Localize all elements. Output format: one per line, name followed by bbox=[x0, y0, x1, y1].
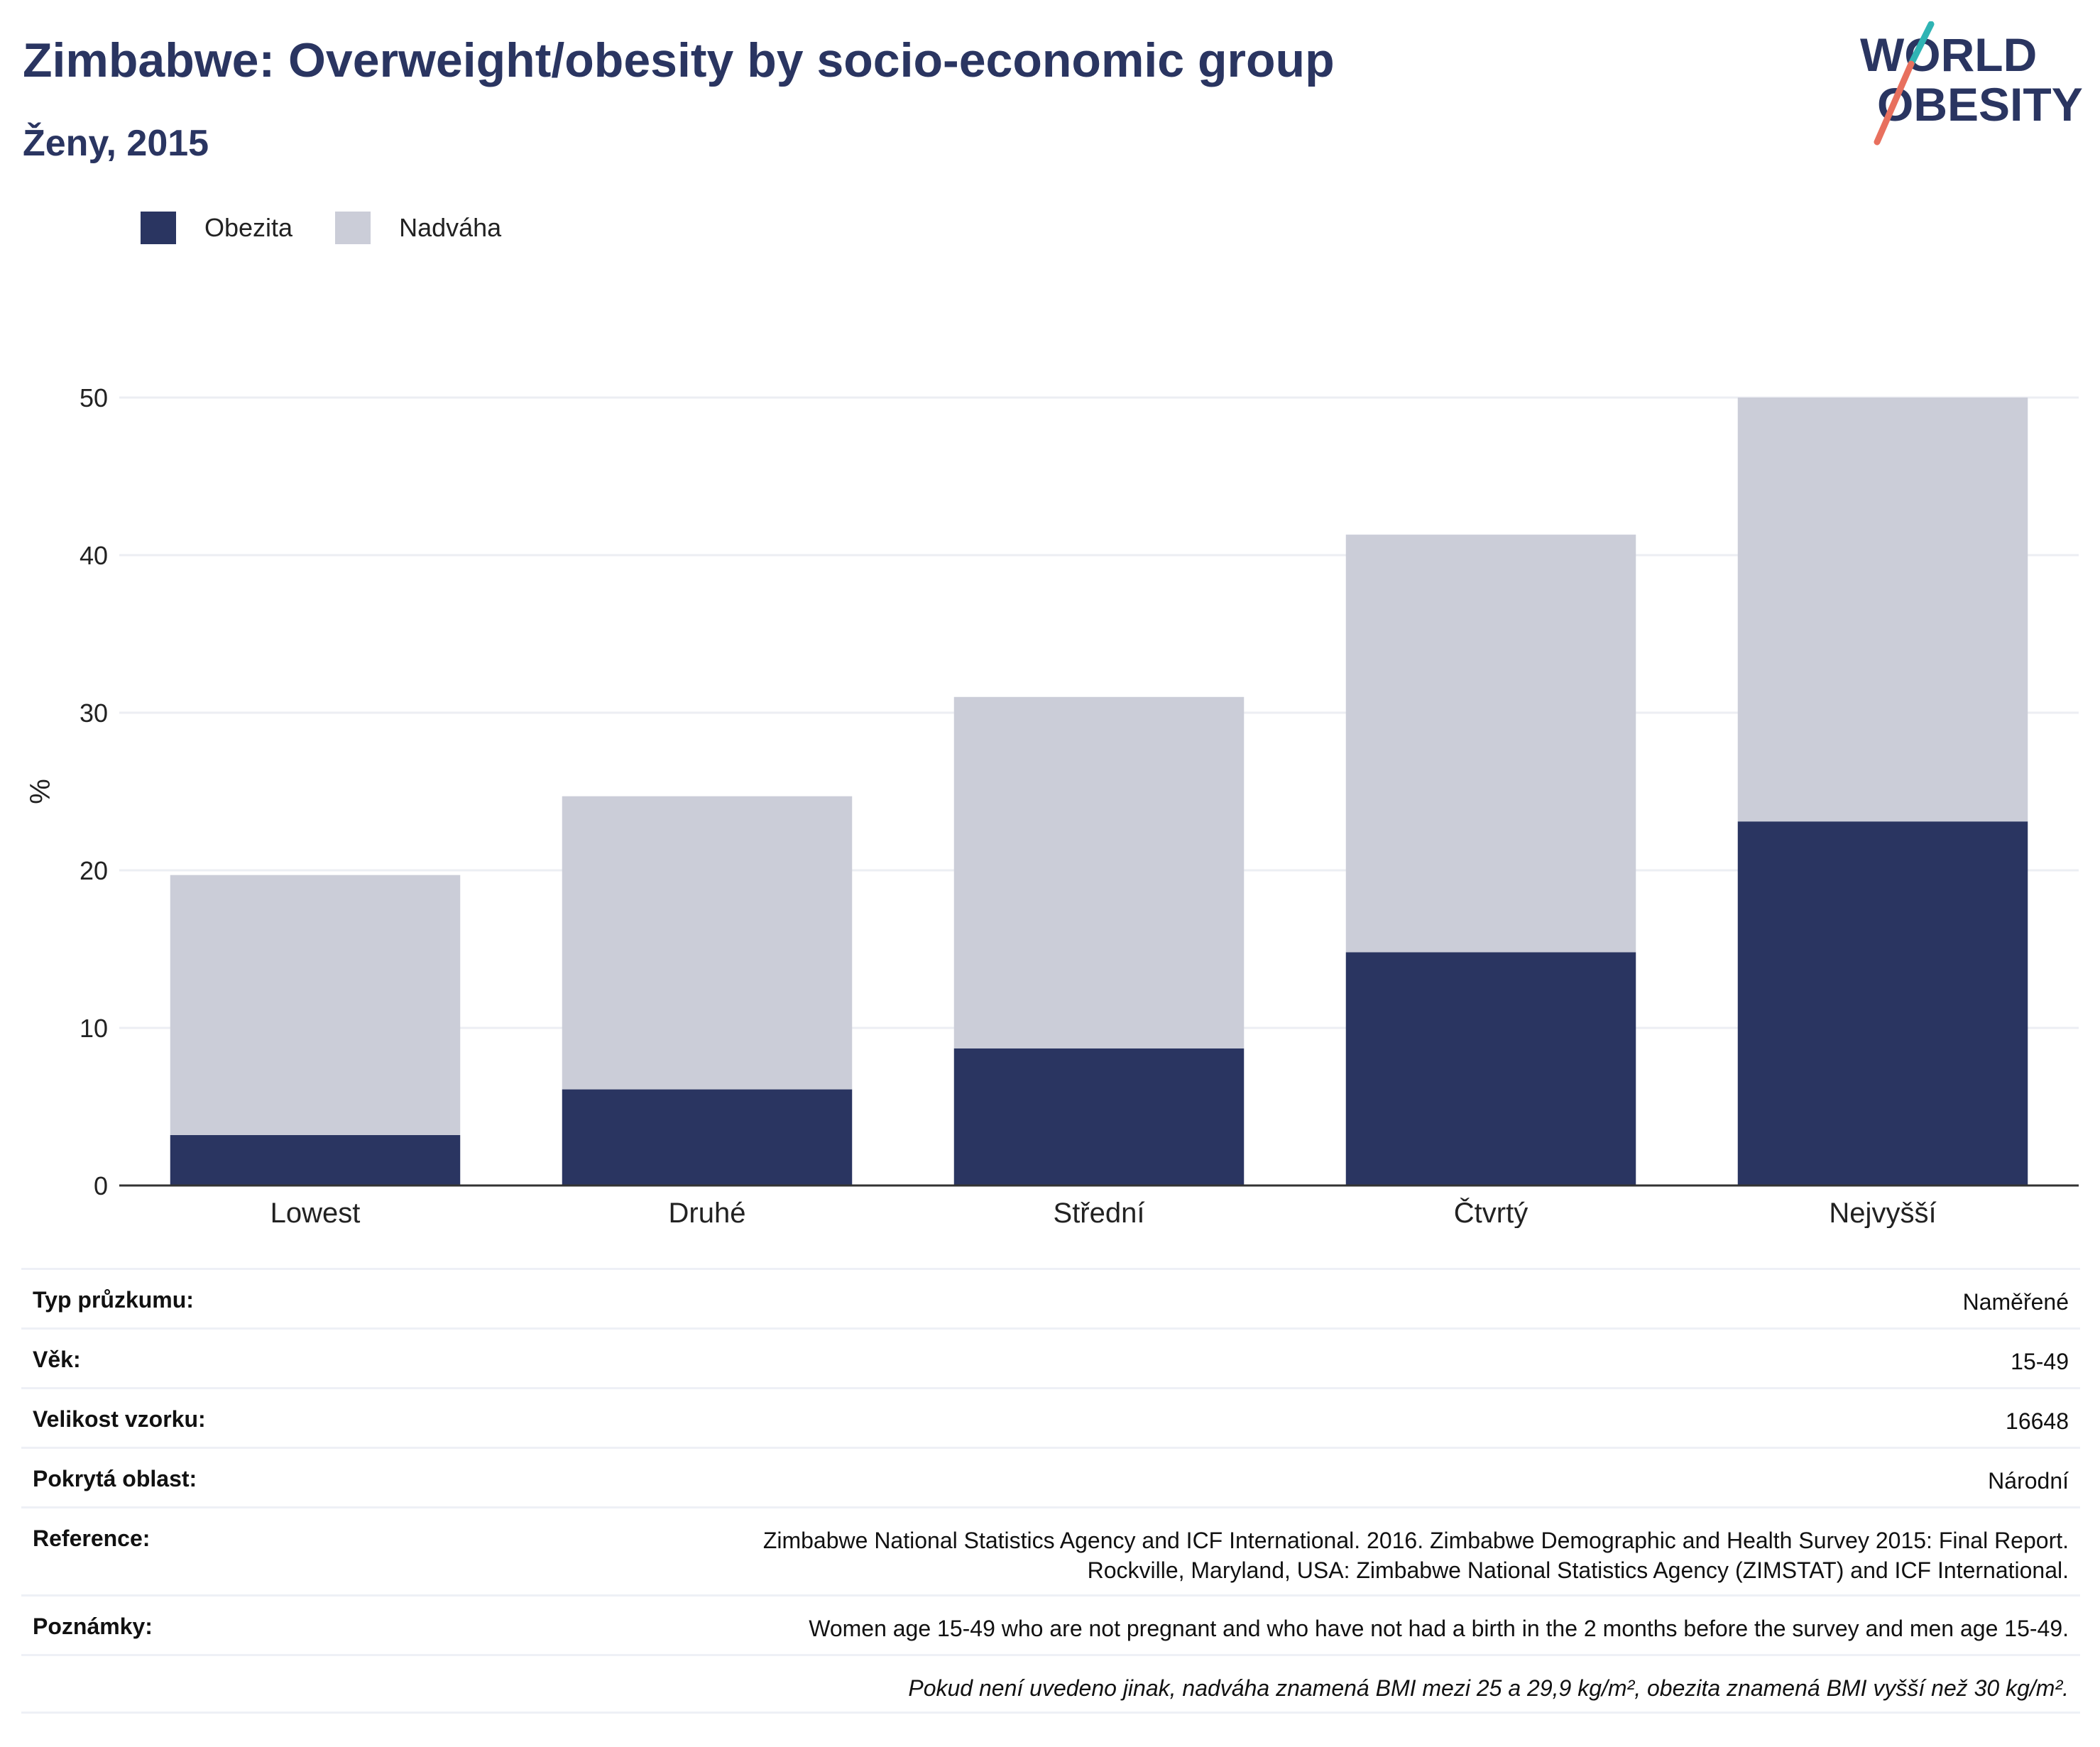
bar-nadvaha bbox=[170, 875, 461, 1135]
legend-label-nadvaha: Nadváha bbox=[399, 213, 502, 242]
info-label: Pokrytá oblast: bbox=[33, 1466, 197, 1491]
legend-label-obezita: Obezita bbox=[204, 213, 293, 242]
legend-item-obezita[interactable]: Obezita bbox=[141, 212, 292, 244]
info-row-notes: Poznámky: Women age 15-49 who are not pr… bbox=[21, 1594, 2080, 1654]
legend-swatch-obezita bbox=[141, 212, 176, 244]
bar-nadvaha bbox=[953, 696, 1245, 1048]
bmi-footnote: Pokud není uvedeno jinak, nadváha znamen… bbox=[908, 1675, 2069, 1701]
info-value: 16648 bbox=[2006, 1408, 2069, 1434]
info-row-coverage: Pokrytá oblast: Národní bbox=[21, 1447, 2080, 1506]
y-tick-label: 30 bbox=[80, 699, 108, 728]
info-row-reference: Reference: Zimbabwe National Statistics … bbox=[21, 1506, 2080, 1594]
info-table: Typ průzkumu: Naměřené Věk: 15-49 Veliko… bbox=[21, 1268, 2080, 1714]
info-value: 15-49 bbox=[2011, 1349, 2069, 1374]
bar-nadvaha bbox=[562, 796, 853, 1090]
info-row-footnote: Pokud není uvedeno jinak, nadváha znamen… bbox=[21, 1654, 2080, 1714]
info-row-survey-type: Typ průzkumu: Naměřené bbox=[21, 1268, 2080, 1327]
bar-obezita bbox=[1345, 952, 1636, 1185]
info-label: Typ průzkumu: bbox=[33, 1287, 194, 1313]
info-value: Women age 15-49 who are not pregnant and… bbox=[809, 1616, 2069, 1641]
info-value: Naměřené bbox=[1962, 1289, 2069, 1315]
y-tick-label: 40 bbox=[80, 541, 108, 570]
info-value: Zimbabwe National Statistics Agency and … bbox=[763, 1526, 2069, 1594]
reference-line-2: Rockville, Maryland, USA: Zimbabwe Natio… bbox=[1087, 1557, 2069, 1583]
y-tick-label: 10 bbox=[80, 1014, 108, 1043]
bar-obezita bbox=[562, 1089, 853, 1185]
bar-obezita bbox=[170, 1134, 461, 1185]
logo-text-obesity: OBESITY bbox=[1877, 78, 2083, 131]
info-label: Věk: bbox=[33, 1347, 81, 1372]
info-label: Velikost vzorku: bbox=[33, 1406, 206, 1432]
info-value: Národní bbox=[1988, 1468, 2069, 1494]
logo-text-world: WORLD bbox=[1860, 28, 2037, 81]
world-obesity-logo: WORLD OBESITY bbox=[1860, 21, 2083, 146]
x-tick-label: Čtvrtý bbox=[1454, 1197, 1528, 1228]
chart-subtitle: Ženy, 2015 bbox=[23, 123, 209, 164]
x-tick-label: Druhé bbox=[669, 1198, 746, 1228]
x-tick-label: Střední bbox=[1054, 1198, 1145, 1228]
logo-slash-coral bbox=[1874, 60, 1915, 146]
y-tick-label: 0 bbox=[94, 1171, 108, 1200]
info-row-sample-size: Velikost vzorku: 16648 bbox=[21, 1387, 2080, 1447]
y-tick-label: 50 bbox=[80, 383, 108, 412]
x-tick-label: Lowest bbox=[270, 1198, 361, 1228]
legend: Obezita Nadváha bbox=[141, 212, 544, 244]
logo-slash-teal bbox=[1908, 21, 1935, 67]
y-tick-label: 20 bbox=[80, 856, 108, 885]
bar-nadvaha bbox=[1737, 398, 2028, 822]
y-axis-label: % bbox=[25, 779, 56, 804]
x-tick-label: Nejvyšší bbox=[1829, 1198, 1936, 1228]
stacked-bar-chart: 0 10 20 30 40 50% Lowest Druhé Střední Čtvrtý Nejv… bbox=[25, 383, 2079, 1228]
info-label: Poznámky: bbox=[33, 1614, 153, 1639]
chart-title: Zimbabwe: Overweight/obesity by socio-ec… bbox=[23, 33, 1335, 87]
legend-item-nadvaha[interactable]: Nadváha bbox=[335, 212, 501, 244]
bar-obezita bbox=[953, 1048, 1245, 1185]
info-label: Reference: bbox=[33, 1526, 151, 1551]
legend-swatch-nadvaha bbox=[335, 212, 371, 244]
bar-nadvaha bbox=[1345, 535, 1636, 953]
info-row-age: Věk: 15-49 bbox=[21, 1327, 2080, 1387]
bar-obezita bbox=[1737, 821, 2028, 1185]
reference-line-1: Zimbabwe National Statistics Agency and … bbox=[762, 1528, 2069, 1553]
